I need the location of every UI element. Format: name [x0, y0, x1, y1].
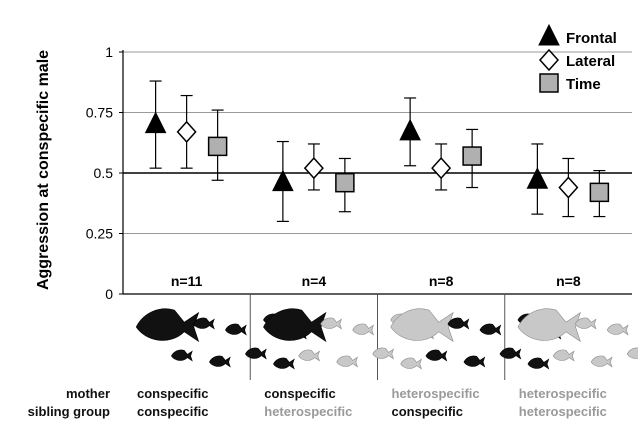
sibling-fish-0-5: [209, 355, 231, 368]
mother-fish-1: [263, 308, 327, 343]
mother-condition-0: conspecific: [137, 386, 209, 401]
sibling-fish-2-5: [463, 355, 486, 368]
point-grey-square-0: [207, 136, 228, 157]
y-axis-title: Aggression at conspecific male: [35, 50, 52, 290]
mother-row-label: mother: [65, 386, 110, 401]
sibling-fish-3-0: [574, 317, 597, 330]
sibling-fish-1-4: [298, 349, 321, 362]
sibling-fish-1-0: [320, 317, 343, 330]
point-open-diamond-0: [176, 120, 197, 143]
point-filled-triangle-1: [272, 169, 294, 192]
point-filled-triangle-3: [526, 167, 549, 189]
sibling-fish-3-4: [552, 349, 575, 362]
point-grey-square-3: [589, 182, 610, 203]
n-label-1: n=4: [302, 273, 327, 289]
sibling-fish-0-1: [225, 323, 247, 336]
legend-marker-2: [539, 73, 559, 93]
point-open-diamond-1: [303, 157, 324, 180]
mother-condition-1: conspecific: [264, 386, 336, 401]
sibling-condition-2: conspecific: [391, 404, 464, 419]
point-filled-triangle-2: [399, 118, 421, 141]
y-tick-label-3: 0.75: [86, 105, 113, 121]
sibling-fish-1-6: [372, 347, 395, 360]
sibling-fish-1-7: [400, 357, 423, 370]
sibling-condition-1: heterospecific: [264, 404, 353, 419]
legend-label-1: Lateral: [566, 53, 615, 70]
n-label-3: n=8: [556, 273, 581, 289]
point-open-diamond-2: [431, 157, 452, 180]
sibling-fish-0-7: [273, 357, 295, 370]
y-tick-label-0: 0: [105, 286, 113, 302]
sibling-fish-1-5: [336, 355, 359, 368]
mother-condition-2: heterospecific: [391, 386, 480, 401]
sibling-fish-1-1: [352, 323, 375, 336]
y-tick-label-4: 1: [105, 44, 113, 60]
sibling-fish-0-0: [193, 317, 215, 330]
sibling-fish-3-1: [606, 323, 629, 336]
point-open-diamond-3: [558, 176, 579, 199]
sibling-fish-2-6: [499, 347, 522, 360]
y-tick-label-2: 0.5: [94, 165, 114, 181]
legend-marker-1: [538, 48, 560, 72]
legend-marker-0: [538, 23, 560, 46]
sibling-fish-2-7: [527, 357, 550, 370]
mother-fish-0: [135, 308, 200, 343]
sibling-condition-0: conspecific: [137, 404, 209, 419]
legend-label-0: Frontal: [566, 30, 617, 47]
point-grey-square-2: [462, 146, 482, 166]
mother-fish-2: [390, 308, 454, 343]
sibling-fish-3-5: [590, 355, 613, 368]
mother-condition-3: heterospecific: [518, 386, 607, 401]
y-tick-label-1: 0.25: [86, 226, 113, 242]
n-label-0: n=11: [171, 273, 203, 289]
sibling-row-label: sibling group: [27, 404, 110, 419]
sibling-fish-2-4: [425, 349, 448, 362]
sibling-fish-2-0: [447, 317, 470, 330]
sibling-fish-0-4: [171, 349, 193, 362]
sibling-fish-0-6: [245, 347, 267, 360]
n-label-2: n=8: [429, 273, 454, 289]
sibling-fish-2-1: [479, 323, 502, 336]
legend-label-2: Time: [566, 76, 601, 93]
point-grey-square-1: [335, 172, 355, 193]
mother-fish-3: [517, 308, 581, 343]
point-filled-triangle-0: [144, 111, 167, 134]
sibling-fish-3-6: [626, 347, 638, 359]
sibling-condition-3: heterospecific: [518, 404, 607, 419]
